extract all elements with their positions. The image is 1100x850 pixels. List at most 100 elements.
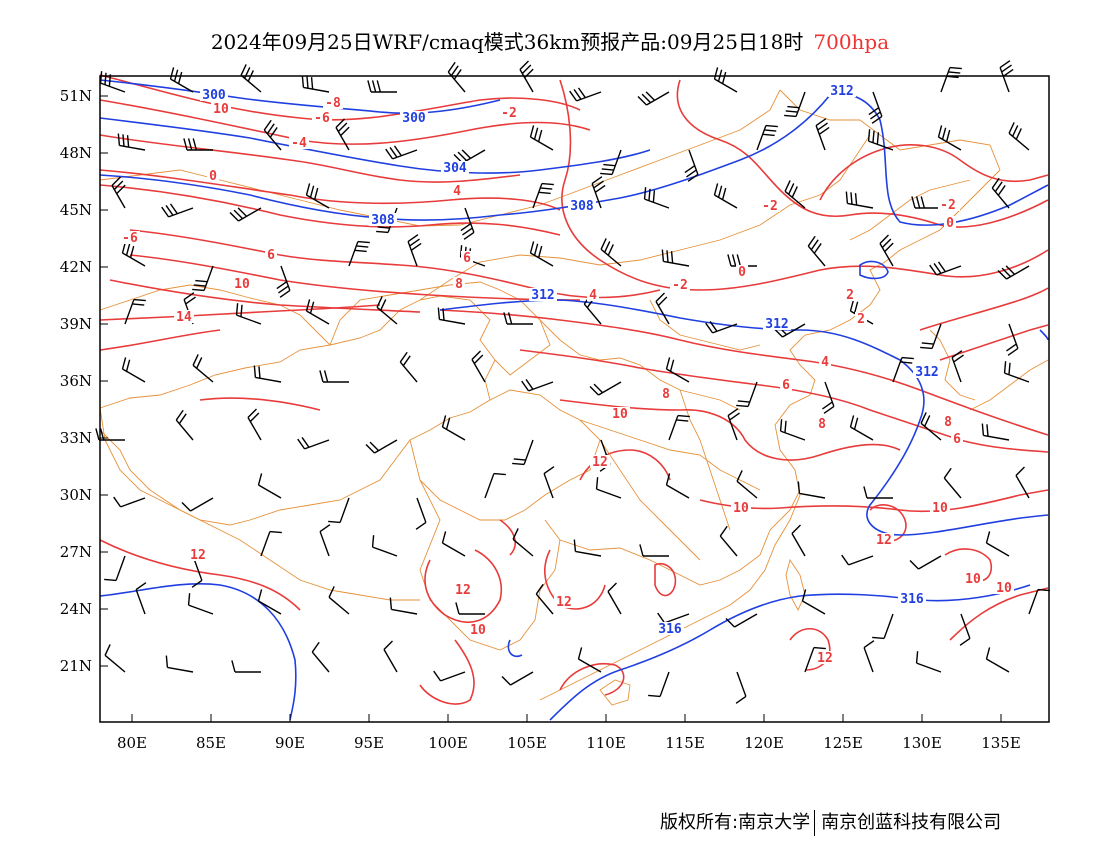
height-contour-line — [99, 583, 297, 721]
wind-barb — [319, 370, 349, 383]
wind-barb — [1028, 588, 1050, 615]
temperature-contour-label: -2 — [762, 199, 778, 214]
wind-barb — [113, 496, 146, 508]
height-contour-label-bg — [529, 288, 557, 301]
temp-contour-line — [419, 639, 475, 705]
lat-tick-label: 33N — [60, 429, 92, 447]
temperature-contour-label: 12 — [876, 533, 892, 548]
wind-barb — [577, 647, 602, 673]
height-contour-label-bg — [369, 213, 397, 226]
lon-tick-label: 115E — [665, 734, 705, 752]
wind-barb — [920, 323, 942, 350]
wind-barb — [1003, 361, 1030, 383]
wind-barb — [441, 415, 466, 441]
wind-barb — [161, 203, 194, 218]
wind-barb — [389, 597, 418, 615]
wind-barb — [637, 91, 670, 106]
wind-barb — [383, 640, 398, 673]
wind-barb — [991, 177, 1010, 209]
temp-contour-line — [919, 287, 1049, 331]
temperature-contour-label-bg — [994, 581, 1014, 594]
latitude-axis: 51N 48N 45N 42N 39N 36N 33N 30N 27N 24N 21N — [60, 87, 108, 675]
wind-barb — [591, 176, 606, 209]
temp-contour-line — [99, 169, 561, 211]
boundary-central-3 — [599, 439, 701, 561]
height-contour-label-bg — [441, 161, 469, 174]
wind-barb — [643, 187, 670, 209]
wind-barb — [719, 525, 738, 557]
wind-barb — [951, 350, 964, 383]
wind-barb — [175, 409, 194, 441]
wind-barb — [187, 593, 214, 615]
wind-barb — [135, 582, 147, 615]
temperature-contour-label-bg — [499, 106, 519, 119]
wind-barb — [600, 238, 622, 267]
wind-barb — [301, 75, 330, 93]
wind-barb — [815, 118, 830, 151]
wind-barb — [447, 61, 466, 93]
wind-barb — [940, 66, 962, 93]
temperature-contour-label-bg — [660, 387, 672, 400]
wind-barb — [512, 528, 534, 557]
temp-contour-line — [819, 144, 1049, 201]
title-level: 700hpa — [813, 30, 890, 54]
lon-tick-label: 125E — [823, 734, 863, 752]
temp-contour-line — [424, 549, 502, 624]
height-contour-label: 312 — [830, 84, 853, 99]
wind-barb — [305, 299, 330, 325]
height-contour-label: 308 — [570, 199, 594, 214]
wind-barb — [399, 351, 418, 383]
height-contour-label-bg — [913, 365, 941, 378]
wind-barb — [437, 307, 466, 325]
lon-tick-label: 110E — [586, 734, 626, 752]
lat-tick-label: 51N — [60, 87, 92, 105]
wind-barb — [655, 292, 670, 325]
wind-barb — [909, 555, 942, 570]
wind-barb — [822, 381, 835, 414]
wind-barb — [804, 646, 826, 673]
temperature-contour-label-bg — [590, 455, 610, 468]
temperature-contour-label-bg — [855, 312, 867, 325]
height-contour-label: 300 — [402, 111, 426, 126]
height-contour-label-bg — [656, 622, 684, 635]
temperature-contour-label: 14 — [176, 310, 192, 325]
temp-contour-line — [99, 99, 591, 145]
wind-barb — [648, 671, 670, 698]
boundary-northeast-2 — [849, 179, 971, 241]
temperature-contour-label-bg — [120, 231, 140, 244]
wind-barb — [981, 423, 1010, 441]
wind-barb — [607, 582, 622, 615]
temperature-contour-label: 8 — [818, 417, 826, 432]
temperature-contour-label: -2 — [501, 106, 517, 121]
wind-barb — [589, 381, 622, 396]
temperature-contour-label: 0 — [738, 265, 746, 280]
wind-barb — [868, 91, 883, 124]
temperature-contour-label-bg — [207, 169, 219, 182]
height-contour-line — [99, 93, 1049, 226]
boundary-korea — [929, 329, 976, 401]
temperature-contour-label-bg — [930, 501, 950, 514]
temperature-contour-label-bg — [963, 572, 983, 585]
lat-tick-label: 30N — [60, 486, 92, 504]
wind-barb — [512, 439, 534, 466]
wind-barb — [181, 497, 214, 512]
boundary-south-china — [559, 489, 801, 586]
wind-barb — [784, 180, 806, 209]
footer: 版权所有:南京大学 南京创蓝科技有限公司 — [660, 808, 1001, 836]
wind-barb — [192, 354, 214, 383]
boundary-india — [99, 429, 420, 601]
boundary-inner-mongolia — [419, 134, 871, 301]
wind-barb — [260, 530, 282, 557]
wind-barb-layer — [95, 60, 1050, 704]
wind-barb — [779, 419, 806, 441]
temperature-contour-label-bg — [610, 407, 630, 420]
temperature-contour-layer — [99, 74, 1049, 705]
wind-barb — [661, 249, 690, 267]
title-main: 2024年09月25日WRF/cmaq模式36km预报产品:09月25日18时 — [210, 30, 804, 54]
wind-barb — [569, 87, 602, 102]
wind-barb — [455, 602, 485, 615]
temperature-contour-label: 10 — [733, 501, 749, 516]
lat-tick-label: 45N — [60, 201, 92, 219]
temperature-contour-label: 4 — [453, 184, 461, 199]
